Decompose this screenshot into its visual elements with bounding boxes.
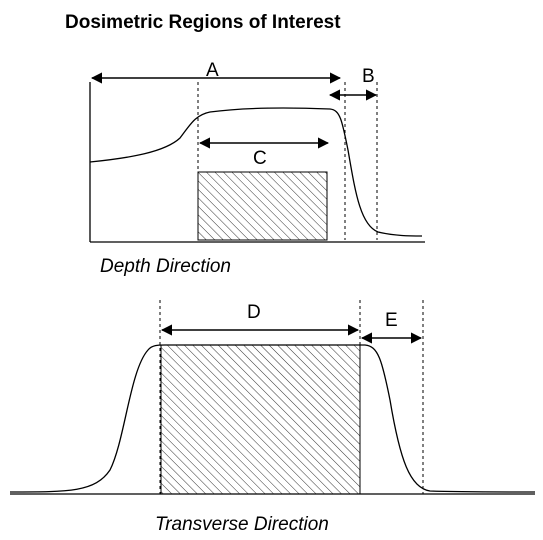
label: D bbox=[247, 302, 261, 323]
label: B bbox=[362, 66, 375, 87]
label: A bbox=[206, 60, 219, 81]
depth-plot: A B C Depth Direction bbox=[89, 60, 425, 277]
transverse-curve bbox=[9, 344, 536, 493]
hatched-region bbox=[160, 344, 361, 495]
depth-curve bbox=[89, 107, 423, 237]
label: C bbox=[253, 148, 267, 169]
title: Dosimetric Regions of Interest bbox=[65, 12, 341, 33]
caption: Transverse Direction bbox=[155, 514, 329, 535]
caption: Depth Direction bbox=[100, 256, 231, 277]
hatched-region bbox=[197, 171, 328, 241]
label: E bbox=[385, 310, 398, 331]
transverse-plot: D E Transverse Direction bbox=[9, 300, 536, 535]
